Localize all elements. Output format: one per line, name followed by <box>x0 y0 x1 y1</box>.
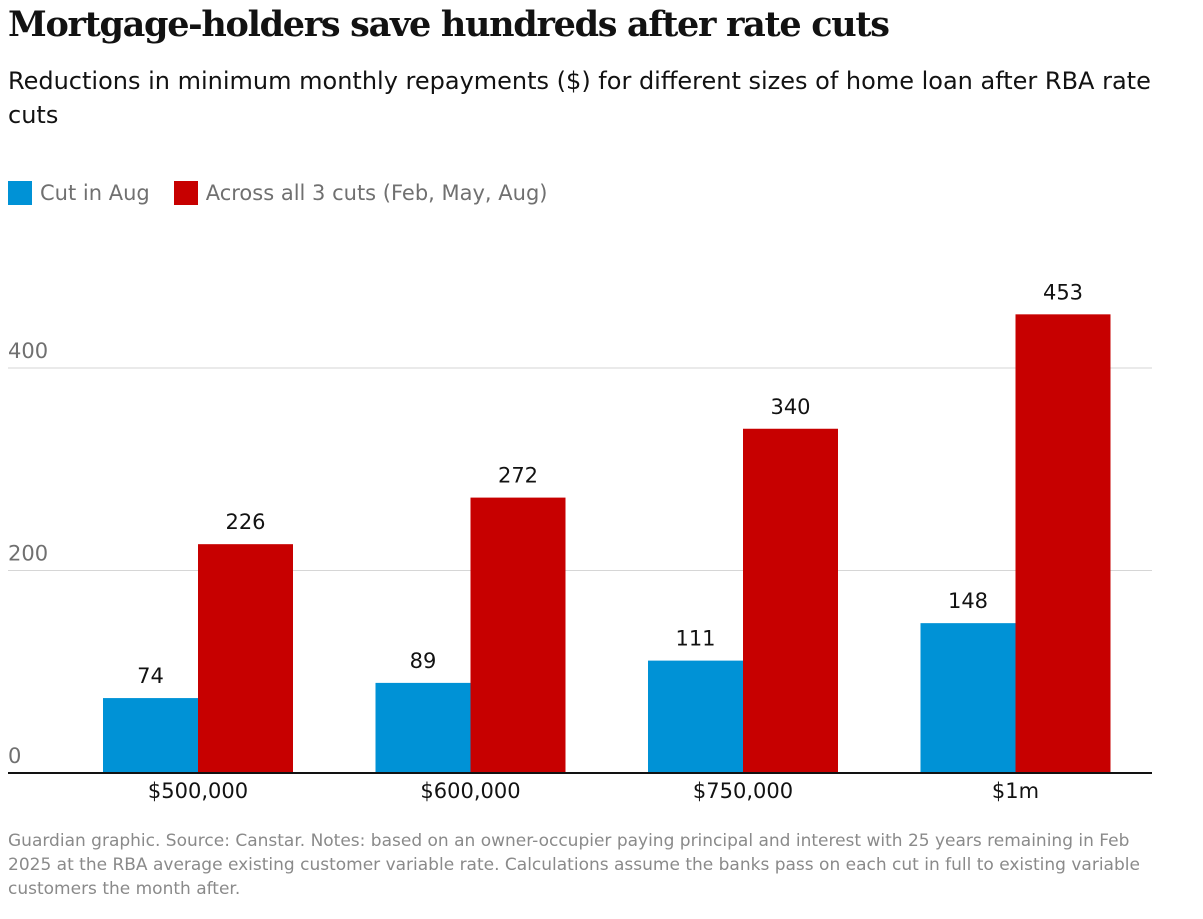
x-tick-label-2: $750,000 <box>693 779 793 803</box>
y-tick-label-0: 0 <box>8 744 21 768</box>
legend-item-all-cuts: Across all 3 cuts (Feb, May, Aug) <box>173 181 548 205</box>
y-tick-label-400: 400 <box>8 339 48 363</box>
legend-label-cut-in-aug: Cut in Aug <box>40 181 150 205</box>
bar-aug-0 <box>103 698 198 773</box>
data-label-aug-0: 74 <box>137 664 164 688</box>
data-label-aug-1: 89 <box>410 649 437 673</box>
data-label-aug-2: 111 <box>675 627 715 651</box>
legend-swatch-all-cuts <box>173 181 198 205</box>
bar-all-cuts-2 <box>743 428 838 773</box>
legend-label-all-cuts: Across all 3 cuts (Feb, May, Aug) <box>205 181 548 205</box>
y-tick-label-200: 200 <box>8 542 48 566</box>
data-label-all-cuts-3: 453 <box>1043 280 1083 304</box>
data-label-all-cuts-2: 340 <box>770 395 810 419</box>
chart-subtitle: Reductions in minimum monthly repayments… <box>8 67 1151 129</box>
x-tick-label-3: $1m <box>992 779 1039 803</box>
bar-aug-1 <box>375 682 471 773</box>
bar-all-cuts-1 <box>470 497 566 773</box>
legend: Cut in Aug Across all 3 cuts (Feb, May, … <box>8 181 571 205</box>
chart-title: Mortgage-holders save hundreds after rat… <box>8 4 890 45</box>
data-label-all-cuts-0: 226 <box>225 510 265 534</box>
bar-aug-2 <box>648 660 743 773</box>
legend-swatch-cut-in-aug <box>8 181 32 205</box>
legend-item-cut-in-aug: Cut in Aug <box>8 181 150 205</box>
bar-all-cuts-0 <box>198 544 293 773</box>
source-note: Guardian graphic. Source: Canstar. Notes… <box>8 831 1140 899</box>
bar-all-cuts-3 <box>1015 314 1111 773</box>
bar-aug-3 <box>920 623 1016 773</box>
data-label-all-cuts-1: 272 <box>498 464 538 488</box>
x-tick-label-1: $600,000 <box>420 779 520 803</box>
x-tick-label-0: $500,000 <box>148 779 248 803</box>
data-label-aug-3: 148 <box>948 589 988 613</box>
